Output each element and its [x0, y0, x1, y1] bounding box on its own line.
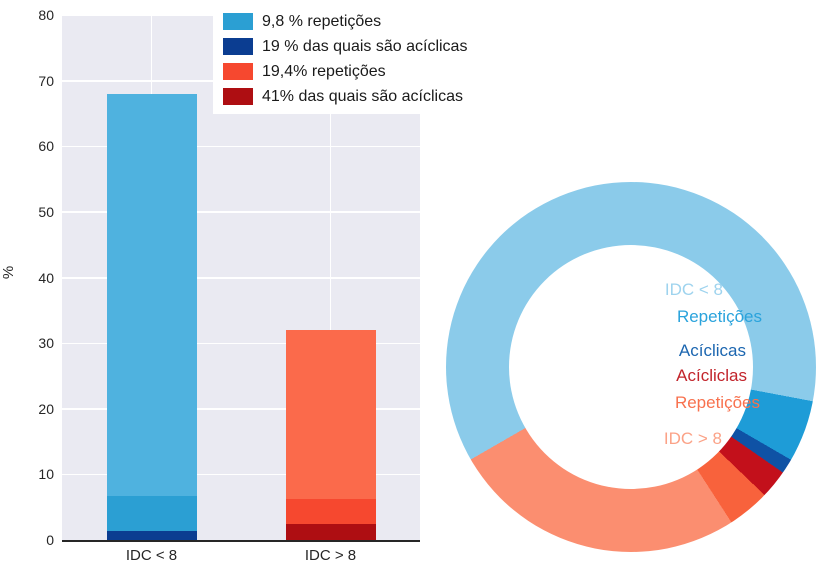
y-tick-label: 20: [38, 400, 54, 417]
y-tick-label: 60: [38, 138, 54, 155]
legend-item: 19 % das quais são acíclicas: [223, 34, 467, 59]
donut-segment-label: Acíclicas: [678, 341, 746, 360]
legend-label: 19,4% repetições: [262, 62, 386, 80]
gridline-horizontal: [62, 145, 420, 148]
gridline-horizontal: [62, 342, 420, 345]
donut-segment-label: IDC < 8: [664, 280, 723, 299]
gridline-horizontal: [62, 408, 420, 410]
legend-swatch: [223, 88, 253, 105]
y-tick-label: 50: [38, 203, 54, 220]
donut-segment-label: Repetições: [674, 393, 760, 412]
chart-legend: 9,8 % repetições 19 % das quais são acícl…: [213, 4, 478, 114]
y-tick-label: 70: [38, 72, 54, 89]
bar-segment: [285, 523, 376, 540]
y-tick-label: 40: [38, 269, 54, 286]
legend-item: 19,4% repetições: [223, 59, 467, 84]
legend-swatch: [223, 63, 253, 80]
stacked-bar: [285, 330, 376, 540]
legend-item: 9,8 % repetições: [223, 9, 467, 34]
y-tick-label: 10: [38, 466, 54, 483]
y-tick-label: 0: [46, 532, 54, 548]
y-axis-ticks: 0 10 20 30 40 50 60 70 80: [14, 0, 54, 574]
legend-swatch: [223, 38, 253, 55]
legend-item: 41% das quais são acíclicas: [223, 84, 467, 109]
y-tick-label: 30: [38, 335, 54, 352]
gridline-horizontal: [62, 473, 420, 476]
x-tick-label: IDC < 8: [125, 547, 178, 564]
donut-segment-label: Acícliclas: [676, 366, 747, 385]
x-tick-label: IDC > 8: [304, 547, 357, 564]
legend-label: 9,8 % repetições: [262, 12, 382, 30]
gridline-vertical: [329, 15, 332, 540]
bar-segment: [285, 330, 376, 500]
donut-segment-label: IDC > 8: [663, 429, 722, 448]
legend-label: 41% das quais são acíclicas: [262, 87, 463, 105]
bar-segment: [106, 531, 197, 540]
bar-segment: [106, 496, 197, 532]
gridline-horizontal: [62, 211, 420, 213]
bar-segment: [285, 499, 376, 524]
bar-segment: [106, 93, 197, 497]
donut-segment-label: Repetições: [676, 307, 762, 326]
stacked-bar: [106, 93, 197, 540]
y-tick-label: 80: [38, 7, 54, 23]
legend-label: 19 % das quais são acíclicas: [262, 37, 468, 55]
donut-hole: [509, 245, 753, 489]
legend-swatch: [223, 13, 253, 30]
donut-chart: IDC < 8 Repetições Acíclicas Acícliclas Repe…: [446, 182, 816, 552]
gridline-horizontal: [62, 277, 420, 279]
